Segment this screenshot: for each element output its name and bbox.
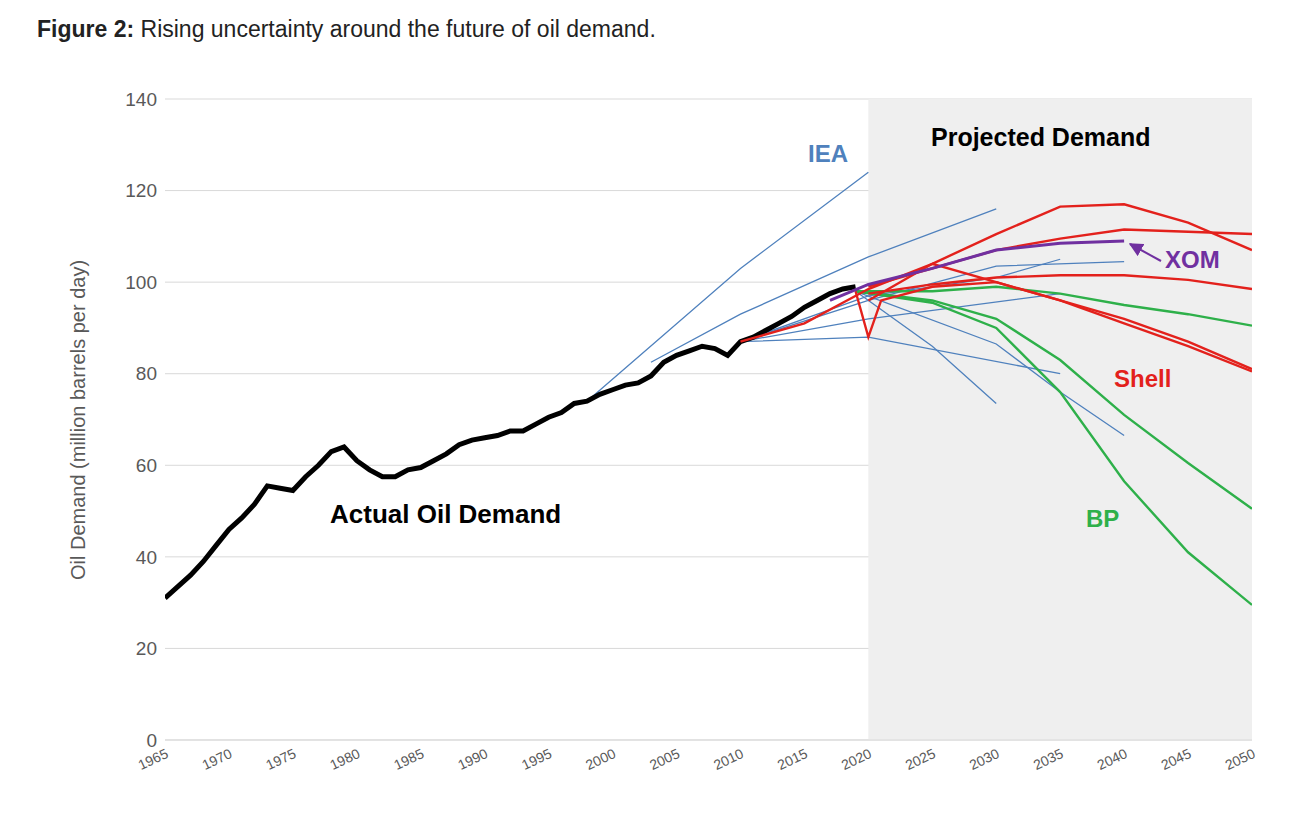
svg-text:40: 40 [136,547,157,568]
svg-text:2020: 2020 [839,745,874,773]
svg-text:2025: 2025 [903,745,938,773]
svg-text:2050: 2050 [1222,745,1257,773]
html-text:BP: BP [1086,505,1120,532]
html-text:Oil Demand (million barrels pe: Oil Demand (million barrels per day) [66,259,89,581]
svg-text:2005: 2005 [647,745,682,773]
html-text:IEA: IEA [808,140,848,167]
svg-text:2035: 2035 [1031,745,1066,773]
svg-text:20: 20 [136,638,157,659]
svg-text:120: 120 [125,180,157,201]
svg-text:1970: 1970 [199,745,234,773]
svg-text:2015: 2015 [775,745,810,773]
svg-text:2030: 2030 [967,745,1002,773]
html-text:Figure 2: Rising uncertainty a: Figure 2: Rising uncertainty around the … [37,16,656,42]
html-text:XOM: XOM [1165,246,1220,273]
html-text:Shell: Shell [1114,365,1172,392]
svg-text:2000: 2000 [583,745,618,773]
html-text:Projected Demand: Projected Demand [931,123,1151,151]
svg-text:1995: 1995 [519,745,554,773]
svg-text:100: 100 [125,272,157,293]
svg-text:2010: 2010 [711,745,746,773]
svg-text:0: 0 [146,730,157,751]
svg-text:60: 60 [136,455,157,476]
svg-text:1985: 1985 [391,745,426,773]
svg-text:1965: 1965 [135,745,171,773]
svg-text:80: 80 [136,363,157,384]
svg-text:140: 140 [125,89,157,110]
svg-text:1975: 1975 [263,745,298,773]
svg-text:2045: 2045 [1159,745,1194,773]
svg-text:1980: 1980 [327,745,362,773]
html-text:Actual Oil Demand: Actual Oil Demand [330,499,562,529]
svg-text:2040: 2040 [1095,745,1130,773]
svg-text:1990: 1990 [455,745,490,773]
